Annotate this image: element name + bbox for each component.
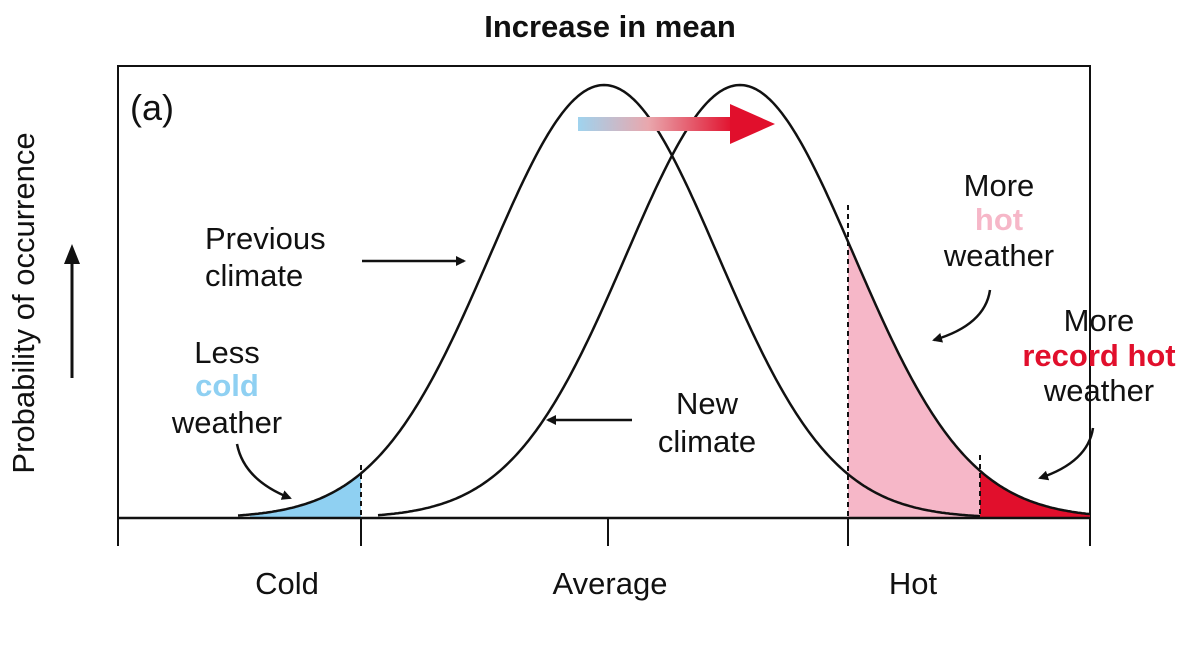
less-cold-pointer-arrow: [235, 443, 292, 500]
less-cold-label-line3: weather: [171, 405, 282, 440]
more-record-hot-label-line2: record hot: [1022, 338, 1175, 373]
new-climate-label-line1: New: [676, 386, 739, 421]
more-hot-label-line3: weather: [943, 238, 1054, 273]
more-record-hot-label-line3: weather: [1043, 373, 1154, 408]
new-climate-label-line2: climate: [658, 424, 756, 459]
more-hot-area: [848, 241, 980, 518]
more-hot-pointer-arrow: [932, 289, 992, 343]
less-cold-label-line1: Less: [194, 335, 259, 370]
less-cold-area: [250, 473, 361, 518]
less-cold-label-line2: cold: [195, 368, 259, 403]
x-tick-label-average: Average: [553, 566, 668, 601]
more-record-hot-pointer-arrow: [1038, 427, 1095, 481]
previous-climate-label-line2: climate: [205, 258, 303, 293]
y-axis-arrow-icon: [64, 244, 80, 264]
x-tick-label-hot: Hot: [889, 566, 938, 601]
more-hot-label-line1: More: [964, 168, 1035, 203]
more-record-hot-label-line1: More: [1064, 303, 1135, 338]
more-hot-label-line2: hot: [975, 202, 1023, 237]
record-hot-area: [980, 470, 1090, 518]
x-tick-label-cold: Cold: [255, 566, 319, 601]
new-climate-curve: [377, 83, 1091, 517]
panel-label: (a): [130, 87, 174, 128]
y-axis-label: Probability of occurrence: [6, 132, 41, 473]
shift-arrow-head-icon: [730, 104, 775, 144]
previous-climate-curve: [237, 83, 981, 518]
previous-climate-label-line1: Previous: [205, 221, 326, 256]
title: Increase in mean: [484, 9, 736, 44]
shift-arrow-bar: [578, 117, 734, 131]
